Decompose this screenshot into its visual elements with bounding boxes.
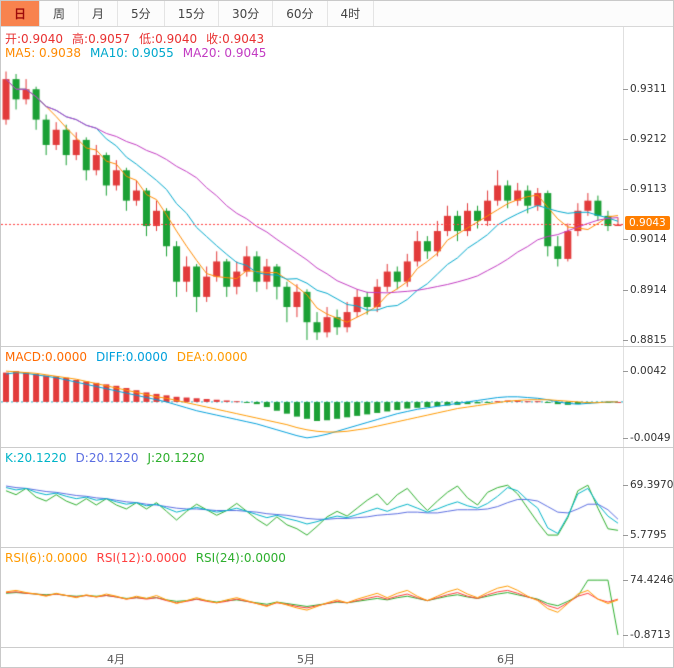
tab-4hour[interactable]: 4时 bbox=[328, 1, 375, 26]
axis-tick bbox=[623, 289, 628, 291]
axis-tick bbox=[623, 339, 628, 341]
y-axis-label: 0.9212 bbox=[630, 132, 667, 145]
y-axis-label: 74.4246 bbox=[630, 573, 674, 586]
ma-header-value-0: MA5: 0.9038 bbox=[5, 46, 82, 60]
rsi-header-value-2: RSI(24):0.0000 bbox=[195, 551, 286, 565]
tab-30min[interactable]: 30分 bbox=[219, 1, 274, 26]
ohlc-header-value-1: 高:0.9057 bbox=[72, 32, 131, 46]
x-axis-label-april: 4月 bbox=[107, 653, 125, 666]
x-axis-label-june: 6月 bbox=[497, 653, 515, 666]
axis-tick bbox=[623, 437, 628, 439]
y-axis-label: -0.0049 bbox=[630, 431, 671, 444]
y-axis-label: 0.8914 bbox=[630, 283, 667, 296]
macd-header: MACD:0.0000 DIFF:0.0000 DEA:0.0000 bbox=[5, 350, 257, 364]
macd-header-value-1: DIFF:0.0000 bbox=[96, 350, 168, 364]
y-axis-label: 0.9311 bbox=[630, 82, 667, 95]
tab-week[interactable]: 周 bbox=[40, 1, 80, 26]
y-axis-label: 0.9014 bbox=[630, 233, 667, 246]
timeframe-tabbar: 日周月 5分 15分 30分 60分 4时 bbox=[1, 1, 673, 27]
kdj-chart-canvas[interactable] bbox=[1, 447, 623, 547]
tab-15min[interactable]: 15分 bbox=[165, 1, 219, 26]
ma-header-value-2: MA20: 0.9045 bbox=[182, 46, 267, 60]
panel-divider bbox=[1, 346, 673, 347]
macd-chart-canvas[interactable] bbox=[1, 346, 623, 447]
rsi-chart-canvas[interactable] bbox=[1, 547, 623, 647]
ohlc-header: 开:0.9040 高:0.9057 低:0.9040 收:0.9043 bbox=[5, 30, 273, 47]
axis-tick bbox=[623, 189, 628, 190]
y-axis-label: 69.3970 bbox=[630, 478, 674, 491]
kdj-header-value-0: K:20.1220 bbox=[5, 451, 67, 465]
panel-divider bbox=[1, 547, 673, 548]
ohlc-header-value-2: 低:0.9040 bbox=[139, 32, 198, 46]
axis-tick bbox=[623, 484, 628, 486]
y-axis-label: 0.0042 bbox=[630, 365, 667, 378]
axis-tick bbox=[623, 634, 628, 636]
tab-60min[interactable]: 60分 bbox=[273, 1, 328, 26]
y-axis-label: -0.8713 bbox=[630, 628, 671, 641]
y-axis-label: 0.8815 bbox=[630, 333, 667, 346]
macd-header-value-0: MACD:0.0000 bbox=[5, 350, 88, 364]
kdj-header-value-1: D:20.1220 bbox=[75, 451, 139, 465]
rsi-header-value-1: RSI(12):0.0000 bbox=[96, 551, 187, 565]
tab-5min[interactable]: 5分 bbox=[118, 1, 165, 26]
kdj-header: K:20.1220 D:20.1220 J:20.1220 bbox=[5, 451, 214, 465]
axis-tick bbox=[623, 371, 628, 373]
panel-divider bbox=[1, 447, 673, 448]
kdj-header-value-2: J:20.1220 bbox=[147, 451, 205, 465]
ma-header-value-1: MA10: 0.9055 bbox=[90, 46, 174, 60]
axis-tick bbox=[623, 579, 628, 581]
y-axis-label: 5.7795 bbox=[630, 529, 667, 542]
axis-tick bbox=[623, 138, 628, 140]
tab-month[interactable]: 月 bbox=[79, 1, 119, 26]
y-axis-label: 0.9113 bbox=[630, 183, 667, 195]
tab-day[interactable]: 日 bbox=[1, 1, 41, 26]
plot-right-border bbox=[623, 27, 624, 647]
panel-divider bbox=[1, 647, 673, 648]
ma-header: MA5: 0.9038 MA10: 0.9055 MA20: 0.9045 bbox=[5, 46, 275, 60]
ohlc-header-value-3: 收:0.9043 bbox=[206, 32, 265, 46]
axis-tick bbox=[623, 239, 628, 241]
ohlc-header-value-0: 开:0.9040 bbox=[5, 32, 64, 46]
current-price-badge: 0.9043 bbox=[625, 216, 670, 231]
axis-tick bbox=[623, 88, 628, 90]
x-axis-label-may: 5月 bbox=[297, 653, 315, 666]
rsi-header: RSI(6):0.0000 RSI(12):0.0000 RSI(24):0.000… bbox=[5, 551, 295, 565]
price-chart-canvas[interactable] bbox=[1, 27, 623, 346]
rsi-header-value-0: RSI(6):0.0000 bbox=[5, 551, 88, 565]
macd-header-value-2: DEA:0.0000 bbox=[176, 350, 248, 364]
axis-tick bbox=[623, 535, 628, 537]
